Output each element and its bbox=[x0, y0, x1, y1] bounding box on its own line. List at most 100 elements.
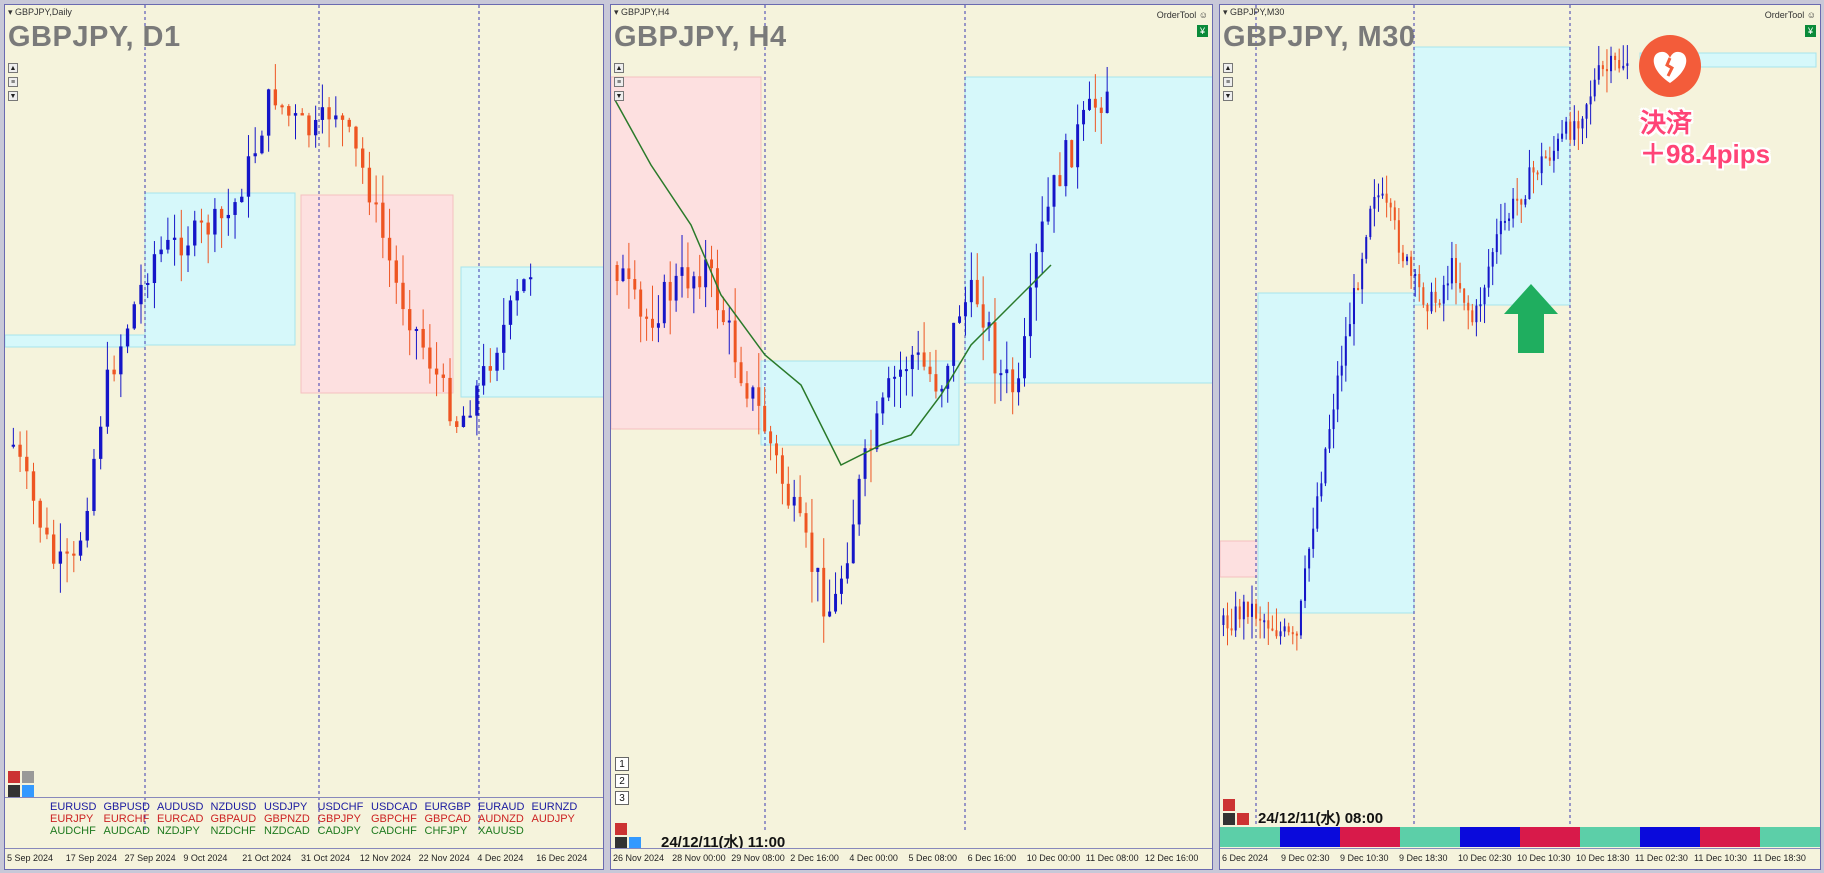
currency-pair-button[interactable]: EURUSD bbox=[50, 801, 97, 813]
candle-body bbox=[1581, 118, 1584, 129]
blue-square-icon[interactable] bbox=[22, 785, 34, 797]
currency-pair-button[interactable]: GBPAUD bbox=[210, 813, 257, 825]
currency-pair-button[interactable]: USDCAD bbox=[371, 801, 418, 813]
currency-pair-button[interactable]: AUDCAD bbox=[103, 825, 150, 837]
chart-window-daily[interactable]: ▾ GBPJPY,Daily GBPJPY, D1 ▲ ≡ ▼ EURUSD GB… bbox=[4, 4, 604, 870]
yen-icon[interactable]: ¥ bbox=[1197, 25, 1208, 37]
candle-body bbox=[1271, 628, 1274, 631]
candle-body bbox=[199, 220, 204, 223]
currency-pair-button[interactable]: AUDUSD bbox=[157, 801, 204, 813]
candle-body bbox=[1308, 548, 1311, 569]
button-1[interactable]: 1 bbox=[615, 757, 629, 771]
candle-body bbox=[686, 267, 690, 289]
currency-pair-button[interactable]: NZDUSD bbox=[210, 801, 257, 813]
button-3[interactable]: 3 bbox=[615, 791, 629, 805]
candle-body bbox=[993, 322, 997, 374]
candle-body bbox=[940, 388, 944, 392]
minus-icon[interactable] bbox=[615, 823, 627, 835]
session-strip-segment bbox=[1760, 827, 1820, 847]
currency-pair-button[interactable]: GBPCAD bbox=[424, 813, 471, 825]
time-tick: 12 Nov 2024 bbox=[359, 853, 411, 863]
currency-pair-button[interactable]: NZDCAD bbox=[264, 825, 310, 837]
currency-pair-button[interactable]: EURCHF bbox=[103, 813, 150, 825]
currency-pair-button[interactable]: CADJPY bbox=[317, 825, 361, 837]
red-square-icon[interactable] bbox=[1237, 813, 1249, 825]
candle-body bbox=[1291, 632, 1294, 635]
session-strip-segment bbox=[1280, 827, 1340, 847]
candle-body bbox=[112, 369, 116, 375]
time-tick: 4 Dec 2024 bbox=[477, 853, 524, 863]
currency-pair-button[interactable]: NZDCHF bbox=[210, 825, 256, 837]
yen-icon[interactable]: ¥ bbox=[1805, 25, 1816, 37]
timeframe-button[interactable]: ≡ bbox=[8, 77, 18, 87]
scroll-down-button[interactable]: ▼ bbox=[1223, 91, 1233, 101]
timeframe-button[interactable]: ≡ bbox=[1223, 77, 1233, 87]
candle-body bbox=[219, 208, 224, 219]
currency-pair-button[interactable]: EURNZD bbox=[531, 801, 578, 813]
tool-icon[interactable] bbox=[8, 785, 20, 797]
currency-pair-button[interactable]: EURCAD bbox=[157, 813, 204, 825]
candle-body bbox=[1295, 633, 1298, 636]
session-strip-segment bbox=[1580, 827, 1640, 847]
candle-body bbox=[969, 279, 973, 303]
currency-pair-button[interactable]: NZDJPY bbox=[157, 825, 200, 837]
price-chart-m30[interactable] bbox=[1220, 5, 1821, 851]
scroll-up-button[interactable]: ▲ bbox=[614, 63, 624, 73]
scroll-down-button[interactable]: ▼ bbox=[8, 91, 18, 101]
currency-pair-button[interactable]: CHFJPY bbox=[424, 825, 468, 837]
currency-pair-button[interactable]: AUDJPY bbox=[531, 813, 575, 825]
tool-icon[interactable] bbox=[1223, 813, 1235, 825]
candle-body bbox=[1426, 304, 1429, 312]
currency-pair-button[interactable]: GBPJPY bbox=[317, 813, 361, 825]
currency-pair-button[interactable]: USDJPY bbox=[264, 801, 308, 813]
chart-window-m30[interactable]: ▾ GBPJPY,M30 GBPJPY, M30 OrderTool ☺ ¥ ▲… bbox=[1219, 4, 1821, 870]
candle-body bbox=[615, 265, 619, 282]
candle-body bbox=[1312, 528, 1315, 549]
blue-square-icon[interactable] bbox=[629, 837, 641, 849]
currency-pair-button[interactable]: AUDCHF bbox=[50, 825, 96, 837]
candle-body bbox=[1548, 157, 1551, 161]
scroll-up-button[interactable]: ▲ bbox=[1223, 63, 1233, 73]
candle-body bbox=[334, 115, 338, 120]
price-chart-h4[interactable] bbox=[611, 5, 1213, 851]
minus-icon[interactable] bbox=[1223, 799, 1235, 811]
button-2[interactable]: 2 bbox=[615, 774, 629, 788]
window-title-text: GBPJPY,M30 bbox=[1230, 7, 1285, 17]
currency-pair-button[interactable]: GBPUSD bbox=[103, 801, 150, 813]
candle-body bbox=[1528, 167, 1531, 200]
candle-body bbox=[515, 291, 519, 301]
currency-pair-button[interactable]: USDCHF bbox=[317, 801, 364, 813]
candle-body bbox=[715, 268, 719, 311]
timeframe-button[interactable]: ≡ bbox=[614, 77, 624, 87]
candle-body bbox=[899, 369, 902, 377]
scroll-down-button[interactable]: ▼ bbox=[614, 91, 624, 101]
window-title-text: GBPJPY,Daily bbox=[15, 7, 72, 17]
candle-body bbox=[1348, 324, 1351, 337]
grey-square-icon[interactable] bbox=[22, 771, 34, 783]
currency-pair-button[interactable]: GBPNZD bbox=[264, 813, 310, 825]
currency-pair-button[interactable]: EURGBP bbox=[424, 801, 471, 813]
scroll-up-button[interactable]: ▲ bbox=[8, 63, 18, 73]
candle-body bbox=[85, 510, 89, 541]
currency-pair-button[interactable]: XAUUSD bbox=[478, 825, 524, 837]
currency-pair-button[interactable]: AUDNZD bbox=[478, 813, 524, 825]
ordertool-label[interactable]: OrderTool ☺ bbox=[1764, 10, 1816, 20]
minus-icon[interactable] bbox=[8, 771, 20, 783]
ordertool-label[interactable]: OrderTool ☺ bbox=[1156, 10, 1208, 20]
symbol-label: GBPJPY, M30 bbox=[1223, 21, 1416, 53]
time-tick: 6 Dec 2024 bbox=[1222, 853, 1269, 863]
currency-pair-button[interactable]: EURJPY bbox=[50, 813, 94, 825]
chart-window-h4[interactable]: ▾ GBPJPY,H4 GBPJPY, H4 OrderTool ☺ ¥ ▲ ≡… bbox=[610, 4, 1213, 870]
currency-pair-button[interactable]: CADCHF bbox=[371, 825, 417, 837]
candle-body bbox=[1046, 206, 1050, 222]
currency-pair-button[interactable]: GBPCHF bbox=[371, 813, 417, 825]
candle-body bbox=[1536, 172, 1539, 175]
candle-body bbox=[1357, 288, 1360, 291]
zone-box bbox=[5, 334, 146, 348]
price-chart-daily[interactable] bbox=[5, 5, 604, 851]
candle-body bbox=[1242, 601, 1245, 620]
time-tick: 11 Dec 08:00 bbox=[1085, 853, 1139, 863]
candle-body bbox=[226, 214, 231, 219]
currency-pair-button[interactable]: EURAUD bbox=[478, 801, 525, 813]
tool-icon[interactable] bbox=[615, 837, 627, 849]
